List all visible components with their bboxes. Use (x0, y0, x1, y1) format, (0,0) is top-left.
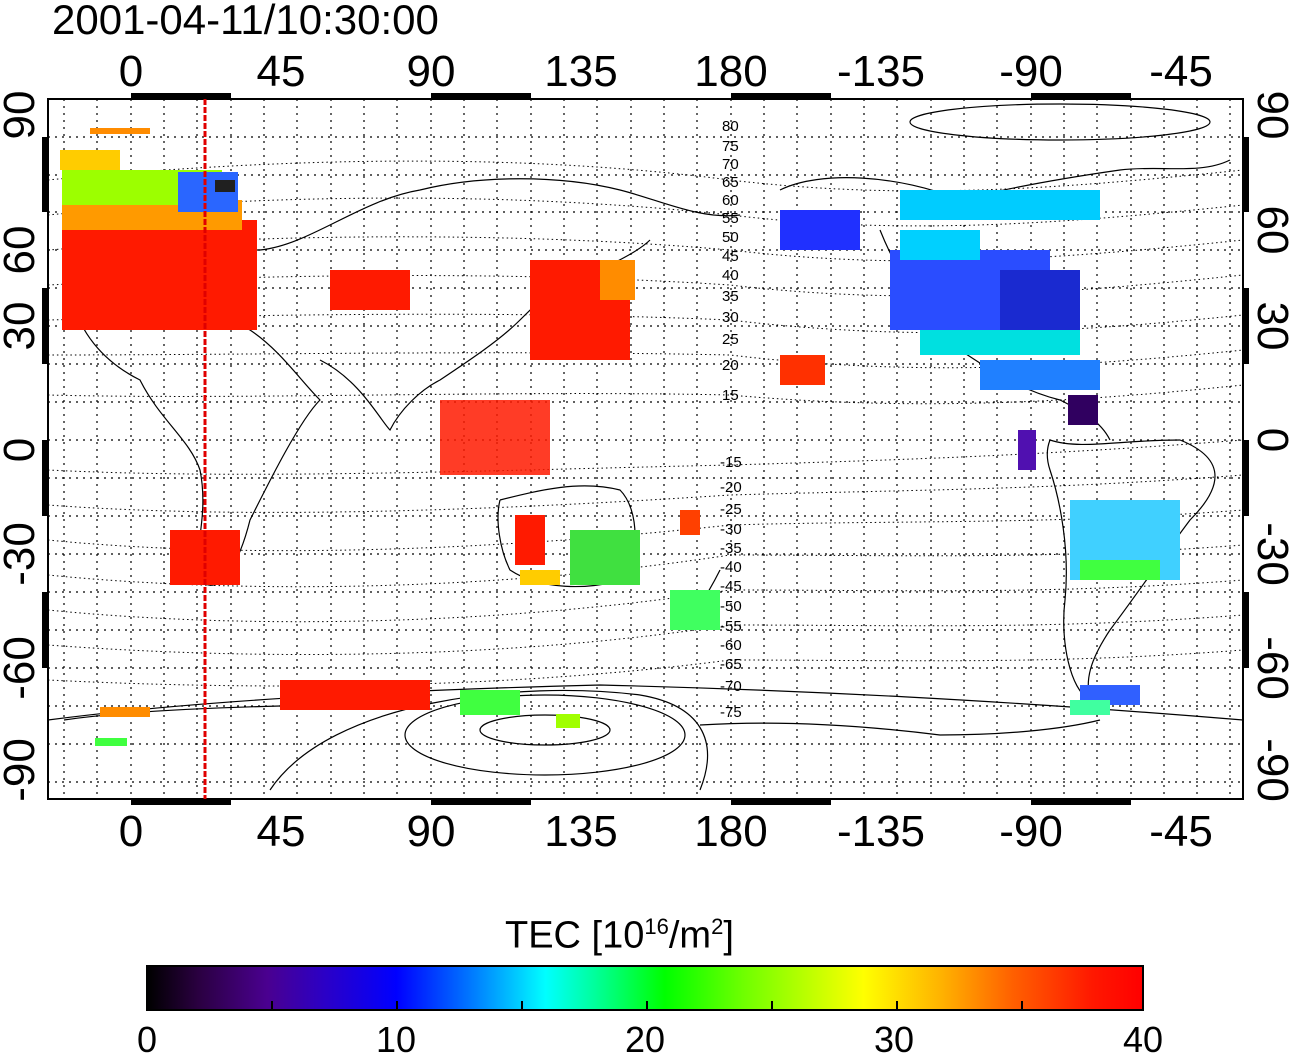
map-title: 2001-04-11/10:30:00 (52, 0, 439, 43)
contour-label: -55 (720, 618, 742, 635)
colorbar-tick (396, 1001, 398, 1009)
frame-ticks (42, 93, 1249, 805)
right-lat-label: -60 (1248, 636, 1292, 700)
contour-label: 75 (722, 138, 739, 155)
contour-label: 15 (722, 387, 739, 404)
colorbar-tick (896, 1001, 898, 1009)
right-lat-label: 30 (1248, 302, 1292, 351)
colorbar-title-exp: 16 (644, 914, 669, 939)
colorbar-tick (271, 1001, 273, 1009)
left-lat-label: 60 (0, 226, 44, 275)
right-lat-labels: 90 60 30 0 -30 -60 -90 (1248, 91, 1292, 802)
contour-label: -40 (720, 559, 742, 576)
left-lat-label: 30 (0, 302, 44, 351)
right-lat-label: 60 (1248, 206, 1292, 255)
bottom-lon-label: 90 (407, 807, 456, 856)
tec-map: 80 75 70 65 60 55 50 45 40 35 30 25 20 1… (0, 47, 1292, 856)
bottom-lon-label: 0 (119, 807, 143, 856)
contour-label: 45 (722, 248, 739, 265)
contour-label: 80 (722, 118, 739, 135)
left-lat-label: 0 (0, 438, 44, 462)
contour-label: -25 (720, 501, 742, 518)
contour-label: 65 (722, 174, 739, 191)
colorbar-title-exp2: 2 (711, 914, 724, 939)
contour-label: -75 (720, 704, 742, 721)
top-lon-label: 135 (544, 47, 617, 96)
top-lon-label: 0 (119, 47, 143, 96)
top-lon-label: -45 (1149, 47, 1213, 96)
bottom-lon-label: 135 (544, 807, 617, 856)
right-lat-label: -90 (1248, 738, 1292, 802)
contour-label: -50 (720, 598, 742, 615)
right-lat-label: -30 (1248, 522, 1292, 586)
left-lat-label: 90 (0, 91, 44, 140)
colorbar-tick (521, 1001, 523, 1009)
contour-label: 20 (722, 357, 739, 374)
colorbar-tick (646, 1001, 648, 1009)
top-lon-labels: 0 45 90 135 180 -135 -90 -45 (119, 47, 1213, 96)
contour-label: -20 (720, 479, 742, 496)
colorbar-label: 0 (136, 1019, 158, 1060)
left-lat-label: -30 (0, 522, 44, 586)
contour-label: 35 (722, 288, 739, 305)
contour-label: 25 (722, 331, 739, 348)
colorbar-title-mid: /m (668, 914, 712, 957)
colorbar-label: 10 (375, 1019, 417, 1060)
contour-label: 70 (722, 156, 739, 173)
contour-label: -15 (720, 454, 742, 471)
top-lon-label: 180 (694, 47, 767, 96)
contour-label: -30 (720, 521, 742, 538)
colorbar-title-suffix: ] (723, 914, 734, 957)
right-lat-label: 90 (1248, 91, 1292, 140)
top-lon-label: 45 (257, 47, 306, 96)
contour-label: 30 (722, 309, 739, 326)
top-lon-label: 90 (407, 47, 456, 96)
colorbar-title-prefix: TEC [10 (505, 914, 645, 957)
tec-data (60, 128, 1180, 746)
contour-label: -60 (720, 637, 742, 654)
top-lon-label: -90 (999, 47, 1063, 96)
colorbar-label: 40 (1122, 1019, 1164, 1060)
left-lat-label: -90 (0, 738, 44, 802)
bottom-lon-labels: 0 45 90 135 180 -135 -90 -45 (119, 807, 1213, 856)
bottom-lon-label: -90 (999, 807, 1063, 856)
colorbar (146, 965, 1144, 1011)
contour-label: -70 (720, 678, 742, 695)
bottom-lon-label: -135 (837, 807, 925, 856)
colorbar-tick (1021, 1001, 1023, 1009)
contour-label: -35 (720, 540, 742, 557)
bottom-lon-label: 180 (694, 807, 767, 856)
contour-label-group: 80 75 70 65 60 55 50 45 40 35 30 25 20 1… (720, 118, 742, 721)
contour-label: 40 (722, 267, 739, 284)
colorbar-label: 30 (873, 1019, 915, 1060)
right-lat-label: 0 (1248, 428, 1292, 452)
bottom-lon-label: 45 (257, 807, 306, 856)
bottom-lon-label: -45 (1149, 807, 1213, 856)
contour-label: 60 (722, 192, 739, 209)
colorbar-tick (771, 1001, 773, 1009)
left-lat-label: -60 (0, 636, 44, 700)
colorbar-title: TEC [1016/m2] (505, 904, 734, 959)
colorbar-label: 20 (624, 1019, 666, 1060)
contour-label: 55 (722, 210, 739, 227)
graticule (48, 99, 1243, 799)
contour-label: 50 (722, 229, 739, 246)
pole-contours (47, 103, 1244, 791)
top-lon-label: -135 (837, 47, 925, 96)
left-lat-labels: 90 60 30 0 -30 -60 -90 (0, 91, 44, 802)
contour-label: -45 (720, 578, 742, 595)
contour-label: -65 (720, 656, 742, 673)
